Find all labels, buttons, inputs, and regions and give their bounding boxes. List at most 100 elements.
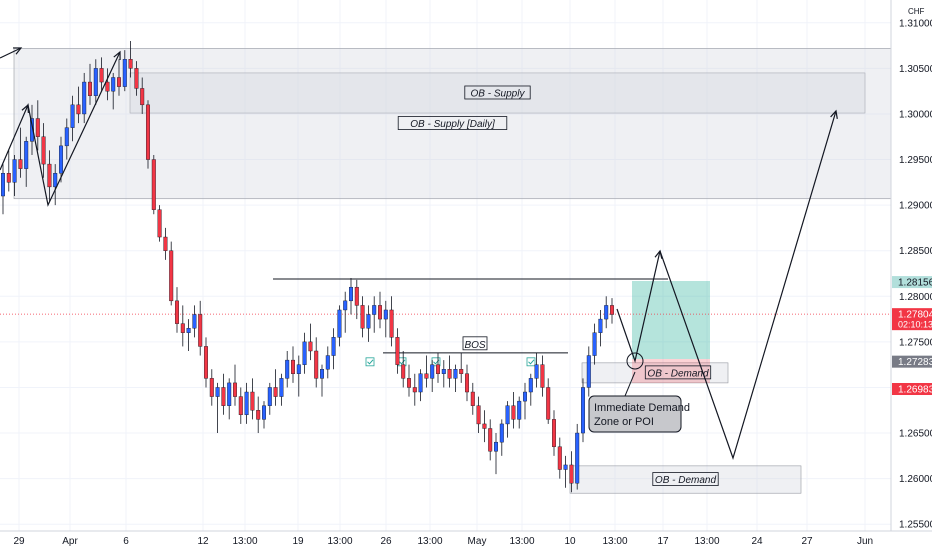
candle-body — [192, 314, 197, 329]
candle-body — [296, 364, 301, 374]
candle-body — [482, 423, 487, 429]
position-take-profit-area — [632, 281, 710, 359]
candle-body — [459, 369, 464, 374]
candle-body — [418, 373, 423, 393]
candle-body — [238, 396, 243, 416]
price-tick-label: 1.27500 — [899, 337, 932, 348]
candle-body — [505, 405, 510, 425]
candle-body — [232, 382, 237, 397]
candle-body — [70, 104, 75, 128]
candle-body — [407, 378, 412, 388]
candle-body — [470, 391, 475, 406]
candle-body — [18, 159, 23, 169]
candle-body — [128, 59, 133, 69]
zone-label: OB - Supply [Daily] — [410, 119, 495, 130]
candle-body — [552, 419, 557, 447]
zone-label-box — [464, 85, 531, 100]
callout-line: Zone or POI — [594, 416, 654, 428]
candle-body — [412, 387, 417, 393]
candle-body — [273, 387, 278, 397]
zone-label-box — [644, 365, 712, 380]
price-tick-label: 1.30500 — [899, 64, 932, 75]
candle-body — [116, 77, 121, 87]
candle-body — [262, 405, 267, 420]
candle-body — [47, 163, 52, 188]
price-axis-bg — [891, 0, 932, 550]
time-tick-label: 27 — [801, 536, 813, 547]
candle-body — [215, 387, 220, 397]
time-tick-label: 13:00 — [694, 536, 719, 547]
candle-body — [314, 350, 319, 379]
candle-body — [610, 305, 615, 315]
candle-body — [151, 159, 156, 210]
candle-body — [436, 364, 441, 374]
poi-circle-marker — [626, 352, 644, 370]
candle-body — [453, 369, 458, 379]
candle-body — [157, 209, 162, 238]
candle-body — [87, 81, 92, 96]
candle-body — [285, 359, 290, 379]
candle-body — [320, 369, 325, 379]
arrow-left-edge — [0, 47, 22, 59]
price-tick-label: 1.31000 — [899, 18, 932, 29]
arrow-zigzag-history — [0, 51, 121, 207]
candle-body — [279, 378, 284, 397]
zone-labels: OB - Supply OB - Supply [Daily] OB - Deman… — [397, 85, 719, 486]
price-badge-value: 1.28156 — [898, 278, 932, 289]
check-icon — [399, 359, 406, 365]
candle-body — [360, 305, 365, 329]
arrow-poi-up — [616, 250, 661, 364]
time-tick-label: Jun — [857, 536, 873, 547]
candle-body — [604, 305, 609, 320]
candles[interactable] — [1, 41, 615, 493]
candle-body — [349, 286, 354, 302]
candle-body — [325, 355, 330, 370]
candle-body — [511, 405, 516, 420]
candle-body — [528, 378, 533, 393]
candle-body — [308, 341, 313, 352]
candle-body — [64, 127, 69, 147]
time-tick-label: 13:00 — [509, 536, 534, 547]
poi-callout[interactable]: Immediate Demand Zone or POI — [588, 371, 690, 433]
candle-body — [99, 68, 104, 83]
candle-body — [592, 332, 597, 356]
price-badge-countdown: 02:10:13 — [898, 320, 932, 330]
price-badge-value: 1.27283 — [898, 357, 932, 368]
price-tick-label: 1.29000 — [899, 201, 932, 212]
candle-body — [366, 314, 371, 329]
candle-body — [424, 373, 429, 379]
candle-body — [343, 300, 348, 311]
time-tick-label: 13:00 — [232, 536, 257, 547]
price-tick-label: 1.28500 — [899, 246, 932, 257]
candle-body — [227, 382, 232, 406]
arrow-head — [830, 109, 838, 119]
candle-body — [383, 309, 388, 320]
candle-body — [401, 364, 406, 379]
callout-text: Immediate Demand Zone or POI — [594, 402, 690, 428]
check-marker — [365, 357, 375, 367]
candle-body — [517, 400, 522, 420]
candle-body — [540, 364, 545, 388]
price-tick-label: 1.30000 — [899, 109, 932, 120]
price-badge — [892, 276, 932, 289]
bos-label: BOS — [464, 340, 485, 351]
candle-body — [53, 173, 58, 188]
candle-body — [430, 364, 435, 379]
candle-body — [499, 423, 504, 443]
candle-body — [93, 68, 98, 96]
time-tick-label: 12 — [197, 536, 209, 547]
candle-body — [174, 300, 179, 324]
candle-body — [30, 118, 35, 142]
candle-body — [598, 318, 603, 333]
level-lines: BOS — [0, 278, 891, 367]
check-icon — [528, 359, 535, 365]
callout-pointer — [624, 371, 636, 397]
time-axis-ticks[interactable]: 29 Apr 6 12 13:00 19 13:00 26 13:00 May 13:00 10 13:… — [13, 536, 873, 547]
zone-rect — [129, 72, 866, 114]
price-badge-value: 1.26983 — [898, 385, 932, 396]
bos-label-box — [462, 336, 488, 351]
candle-body — [354, 286, 359, 306]
candle-body — [389, 309, 394, 338]
time-tick-label: 26 — [380, 536, 392, 547]
